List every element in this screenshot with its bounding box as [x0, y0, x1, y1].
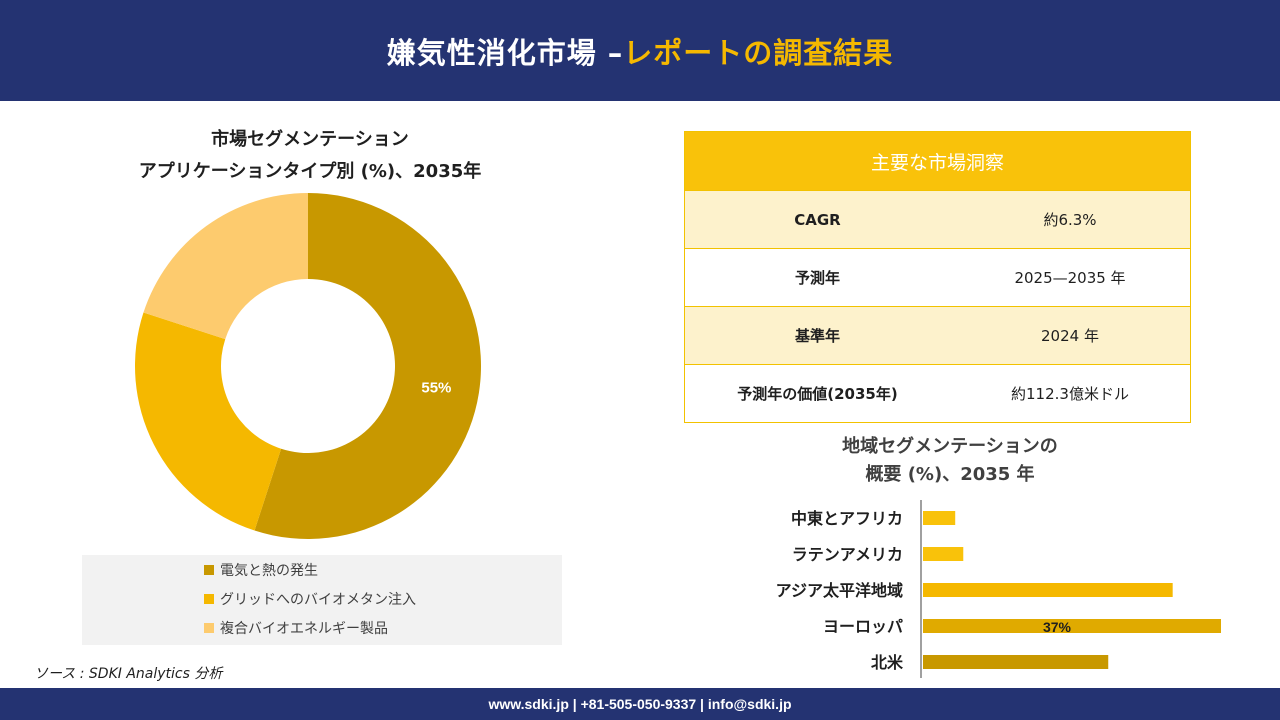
donut-chart-title: 市場セグメンテーション — [211, 129, 409, 150]
donut-slice — [254, 193, 481, 539]
source-note: ソース : SDKI Analytics 分析 — [34, 666, 223, 682]
insight-row-forecast-value: 予測年の価値(2035年) 約112.3億米ドル — [685, 364, 1190, 422]
bar-mark — [923, 583, 1173, 597]
insight-value: 約6.3% — [1043, 211, 1097, 229]
insight-row-forecast-years: 予測年 2025—2035 年 — [685, 248, 1190, 306]
donut-chart-title-block: 市場セグメンテーション アプリケーションタイプ別 (%)、2035年 — [120, 124, 500, 188]
legend-swatch — [204, 594, 214, 604]
insight-value: 約112.3億米ドル — [1011, 385, 1129, 403]
market-insights-table: 主要な市場洞察 CAGR 約6.3% 予測年 2025—2035 年 基準年 2… — [684, 131, 1191, 423]
bar-chart-subtitle: 概要 (%)、2035 年 — [865, 464, 1035, 485]
bar-category-label: ラテンアメリカ — [792, 545, 903, 564]
legend-item-combined-products: 複合バイオエネルギー製品 — [204, 618, 388, 638]
donut-slice — [135, 312, 282, 531]
bar-category-label: 北米 — [871, 653, 904, 672]
bar-mark — [923, 511, 956, 525]
donut-chart-subtitle: アプリケーションタイプ別 (%)、2035年 — [138, 161, 482, 182]
header-banner: 嫌気性消化市場 –レポートの調査結果 — [0, 0, 1280, 101]
bar-chart-title-block: 地域セグメンテーションの 概要 (%)、2035 年 — [760, 433, 1140, 489]
page-title-accent: レポートの調査結果 — [623, 35, 894, 70]
donut-chart: 55% — [135, 193, 481, 539]
insights-heading: 主要な市場洞察 — [685, 132, 1190, 190]
legend-item-electricity-heat: 電気と熱の発生 — [204, 560, 318, 580]
footer-banner: www.sdki.jp | +81-505-050-9337 | info@sd… — [0, 688, 1280, 720]
legend-label: 複合バイオエネルギー製品 — [220, 621, 388, 637]
bar-chart-title: 地域セグメンテーションの — [842, 436, 1058, 457]
donut-data-label: 55% — [421, 379, 451, 396]
insight-label: CAGR — [794, 210, 841, 229]
insight-value: 2024 年 — [1041, 327, 1099, 345]
insight-label: 基準年 — [794, 327, 840, 345]
bar-mark — [923, 655, 1109, 669]
page-title: 嫌気性消化市場 –レポートの調査結果 — [387, 30, 894, 72]
insight-label: 予測年 — [794, 269, 840, 287]
insight-label: 予測年の価値(2035年) — [737, 385, 898, 403]
insight-value: 2025—2035 年 — [1014, 269, 1126, 287]
legend-item-grid-injection: グリッドへのバイオメタン注入 — [204, 589, 416, 609]
insight-row-cagr: CAGR 約6.3% — [685, 190, 1190, 248]
legend-label: グリッドへのバイオメタン注入 — [220, 592, 416, 608]
bar-data-label: 37% — [1043, 619, 1072, 635]
insight-row-base-year: 基準年 2024 年 — [685, 306, 1190, 364]
bar-mark — [923, 547, 964, 561]
donut-legend: 電気と熱の発生 グリッドへのバイオメタン注入 複合バイオエネルギー製品 — [82, 555, 562, 645]
legend-swatch — [204, 565, 214, 575]
bar-category-label: 中東とアフリカ — [791, 509, 903, 528]
legend-label: 電気と熱の発生 — [220, 563, 318, 579]
bar-category-label: ヨーロッパ — [823, 617, 903, 636]
page-title-main: 嫌気性消化市場 – — [386, 35, 624, 70]
footer-contact: www.sdki.jp | +81-505-050-9337 | info@sd… — [488, 696, 792, 712]
legend-swatch — [204, 623, 214, 633]
bar-category-label: アジア太平洋地域 — [776, 581, 903, 600]
bar-mark — [923, 619, 1221, 633]
donut-slice — [143, 193, 308, 340]
